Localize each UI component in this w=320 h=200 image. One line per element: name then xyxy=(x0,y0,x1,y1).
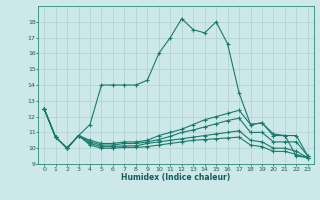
X-axis label: Humidex (Indice chaleur): Humidex (Indice chaleur) xyxy=(121,173,231,182)
